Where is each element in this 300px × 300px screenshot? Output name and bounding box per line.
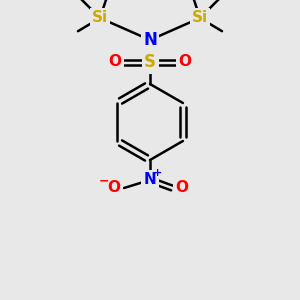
Text: O: O	[107, 181, 121, 196]
Text: O: O	[109, 55, 122, 70]
Text: N: N	[143, 31, 157, 49]
Text: −: −	[99, 175, 109, 188]
Text: +: +	[153, 168, 163, 178]
Text: O: O	[178, 55, 191, 70]
Text: O: O	[176, 181, 188, 196]
Text: Si: Si	[92, 11, 108, 26]
Text: N: N	[144, 172, 156, 188]
Text: Si: Si	[192, 11, 208, 26]
Text: S: S	[144, 53, 156, 71]
